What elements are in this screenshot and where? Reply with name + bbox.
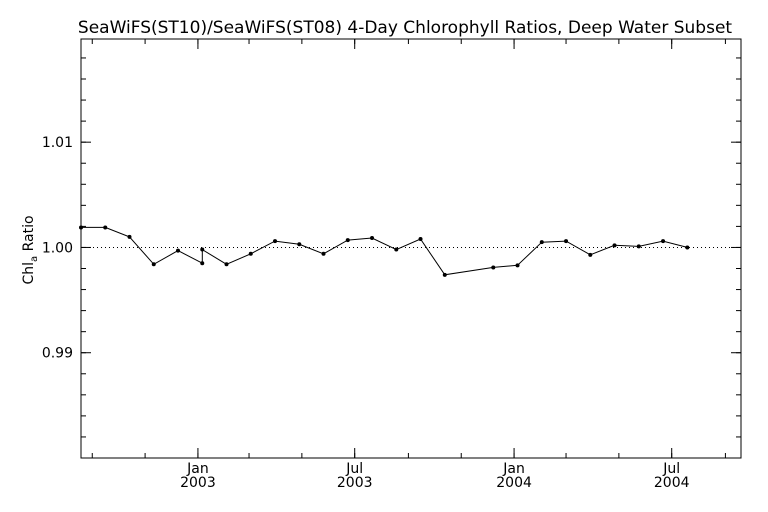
y-axis-label-main: Chl [21,262,37,285]
x-tick-label-month: Jan [186,461,209,477]
data-point [273,239,278,244]
x-tick-label-year: 2003 [337,475,373,491]
data-point [636,244,641,249]
y-axis-label-suffix: Ratio [21,215,37,255]
data-point [539,240,544,245]
plot-frame [80,38,742,459]
chart-title: SeaWiFS(ST10)/SeaWiFS(ST08) 4-Day Chloro… [78,18,732,38]
x-tick-label-year: 2004 [496,475,532,491]
y-axis-label-subscript: a [29,256,40,262]
data-point [612,243,617,248]
plot-border [80,38,742,459]
data-point [200,247,205,252]
data-point [370,235,375,240]
data-point [248,251,253,256]
x-tick-label-month: Jul [345,461,363,477]
data-point [345,238,350,243]
data-point [685,245,690,250]
y-tick-label: 0.99 [42,346,73,362]
x-tick-label-month: Jan [502,461,525,477]
data-point [564,239,569,244]
data-point [176,248,181,253]
data-point [297,242,302,247]
data-point [394,247,399,252]
data-point [79,225,83,230]
y-axis: 0.99 1.00 1.01 [42,57,741,438]
data-point [321,251,326,256]
series-group [79,225,690,277]
data-point [588,252,593,257]
series-line [81,226,688,276]
x-tick-label-year: 2003 [180,475,216,491]
y-axis-label: Chla Ratio [21,215,40,284]
data-point [127,234,132,239]
data-point [200,261,205,266]
data-point [442,272,447,277]
data-point [418,237,423,242]
data-point [224,262,229,267]
data-point [103,225,108,230]
data-point [661,239,666,244]
x-tick-label-year: 2004 [654,475,690,491]
y-tick-label: 1.00 [42,240,73,256]
data-point [491,265,496,270]
data-point [151,262,156,267]
x-tick-label-month: Jul [662,461,680,477]
data-point [515,263,520,268]
y-tick-label: 1.01 [42,135,73,151]
